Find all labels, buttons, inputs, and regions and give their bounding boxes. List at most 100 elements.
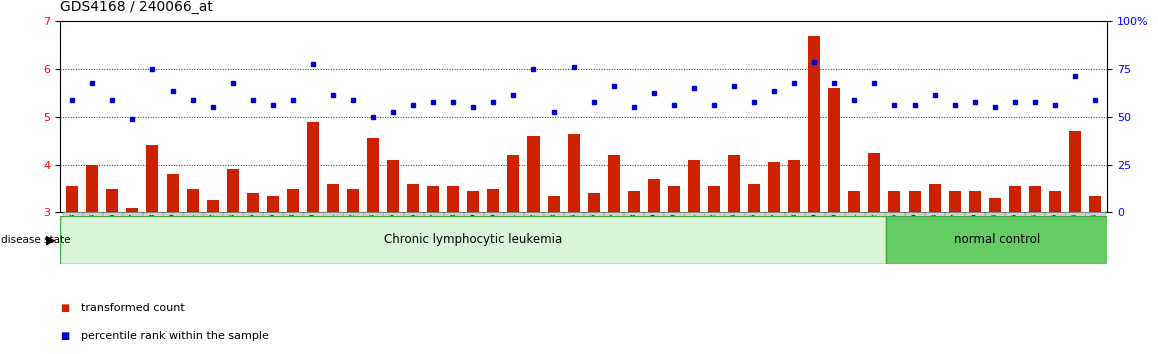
FancyBboxPatch shape [163,212,182,216]
Bar [728,155,740,212]
Bar [929,184,940,212]
Bar [849,191,860,212]
FancyBboxPatch shape [865,212,884,216]
Text: GSM559448: GSM559448 [290,212,295,252]
Text: GSM559481: GSM559481 [851,212,857,252]
Text: ■: ■ [60,303,69,313]
Text: GSM559453: GSM559453 [991,212,998,252]
FancyBboxPatch shape [985,212,1004,216]
Bar [227,170,239,212]
Text: GSM559444: GSM559444 [229,212,236,252]
Text: GSM559440: GSM559440 [169,212,176,252]
FancyBboxPatch shape [745,212,764,216]
Bar [60,216,887,264]
Bar [146,145,159,212]
FancyBboxPatch shape [1005,212,1025,216]
FancyBboxPatch shape [925,212,944,216]
Text: GSM559473: GSM559473 [731,212,736,252]
Text: GSM559438: GSM559438 [149,212,155,252]
Text: GSM559463: GSM559463 [550,212,557,252]
Text: GSM559439: GSM559439 [911,212,917,252]
Text: GSM559434: GSM559434 [89,212,95,252]
FancyBboxPatch shape [885,212,904,216]
Text: GSM559461: GSM559461 [511,212,516,252]
Text: GSM559459: GSM559459 [470,212,476,252]
FancyBboxPatch shape [624,212,644,216]
FancyBboxPatch shape [403,212,423,216]
Text: GSM559451: GSM559451 [330,212,336,252]
FancyBboxPatch shape [183,212,203,216]
FancyBboxPatch shape [223,212,242,216]
FancyBboxPatch shape [945,212,965,216]
Text: GSM559446: GSM559446 [270,212,276,252]
Text: GSM559484: GSM559484 [1092,212,1098,252]
FancyBboxPatch shape [584,212,603,216]
Text: GSM559469: GSM559469 [651,212,657,252]
FancyBboxPatch shape [665,212,683,216]
FancyBboxPatch shape [344,212,362,216]
Text: disease state: disease state [1,235,71,245]
Text: GSM559482: GSM559482 [872,212,878,252]
FancyBboxPatch shape [604,212,623,216]
Text: GSM559457: GSM559457 [431,212,437,252]
FancyBboxPatch shape [1046,212,1064,216]
Bar [307,122,318,212]
Bar [387,160,400,212]
Text: percentile rank within the sample: percentile rank within the sample [81,331,269,341]
FancyBboxPatch shape [142,212,162,216]
Bar [888,191,901,212]
Bar [206,200,219,212]
FancyBboxPatch shape [564,212,584,216]
Bar [608,155,620,212]
Bar [1009,186,1021,212]
Bar [287,188,299,212]
Bar [567,133,580,212]
Text: GSM559479: GSM559479 [812,212,818,252]
FancyBboxPatch shape [243,212,263,216]
Bar [468,191,479,212]
FancyBboxPatch shape [364,212,382,216]
Text: GSM559441: GSM559441 [190,212,196,252]
Text: GSM559474: GSM559474 [1032,212,1038,252]
Bar [327,184,339,212]
FancyBboxPatch shape [323,212,343,216]
Bar [347,188,359,212]
Bar [427,186,439,212]
FancyBboxPatch shape [284,212,302,216]
Text: GSM559454: GSM559454 [371,212,376,252]
FancyBboxPatch shape [424,212,442,216]
FancyBboxPatch shape [103,212,122,216]
FancyBboxPatch shape [704,212,724,216]
Bar [167,174,178,212]
Bar [668,186,680,212]
Text: GSM559465: GSM559465 [591,212,596,252]
FancyBboxPatch shape [684,212,704,216]
FancyBboxPatch shape [484,212,503,216]
Text: GSM559476: GSM559476 [1051,212,1058,252]
Text: GSM559467: GSM559467 [610,212,617,252]
Text: GSM559449: GSM559449 [972,212,977,252]
Bar [708,186,720,212]
FancyBboxPatch shape [1065,212,1085,216]
Text: GSM559435: GSM559435 [892,212,897,252]
FancyBboxPatch shape [764,212,784,216]
Text: GSM559464: GSM559464 [571,212,577,252]
FancyBboxPatch shape [1085,212,1105,216]
Text: GSM559447: GSM559447 [952,212,958,252]
Text: GSM559466: GSM559466 [1012,212,1018,252]
Bar [628,191,639,212]
Bar [989,198,1001,212]
FancyBboxPatch shape [463,212,483,216]
Text: GSM559475: GSM559475 [752,212,757,252]
FancyBboxPatch shape [504,212,523,216]
Bar [66,186,79,212]
FancyBboxPatch shape [82,212,102,216]
Text: transformed count: transformed count [81,303,185,313]
Bar [247,193,258,212]
Text: GSM559437: GSM559437 [130,212,135,252]
FancyBboxPatch shape [523,212,543,216]
Text: GSM559436: GSM559436 [109,212,116,252]
Text: GSM559470: GSM559470 [670,212,677,252]
FancyBboxPatch shape [644,212,664,216]
Text: GSM559442: GSM559442 [210,212,215,252]
